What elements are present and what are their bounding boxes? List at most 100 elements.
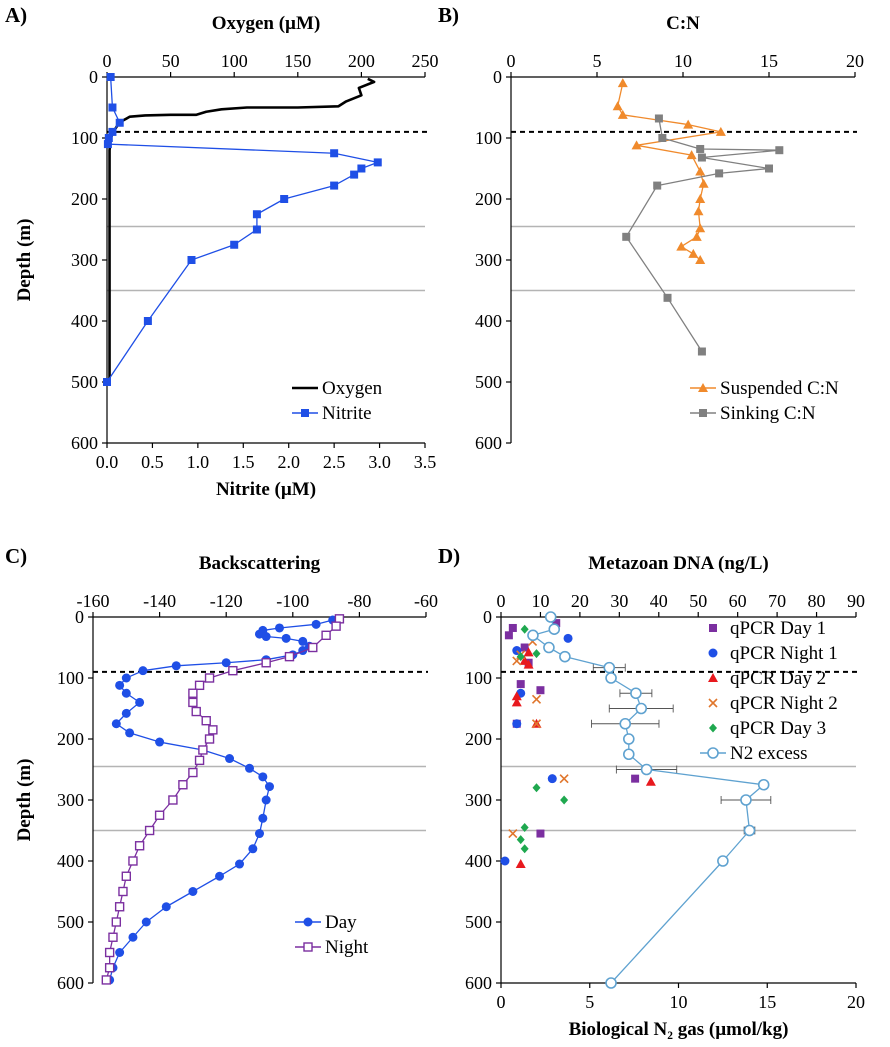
panel-d-data-point <box>536 829 545 838</box>
panel-c-data-point <box>228 665 238 676</box>
panel-a-y-tick-label: 600 <box>71 433 98 453</box>
panel-c-data-point <box>215 871 225 881</box>
panel-d-y-tick-label: 0 <box>483 607 492 627</box>
panel-b-data-point <box>686 150 697 160</box>
panel-c-data-point <box>108 932 118 942</box>
panel-b-data-point <box>622 232 631 241</box>
panel-d-bottom-tick-label: 20 <box>847 992 865 1012</box>
panel-b-data-point <box>658 134 667 142</box>
panel-c-data-point <box>281 633 291 643</box>
panel-c-y-tick-label: 600 <box>57 973 84 993</box>
panel-d-data-point <box>640 763 653 776</box>
panel-c-data-point <box>191 706 201 717</box>
panel-a-top-tick-label: 100 <box>221 51 248 71</box>
panel-c-data-point <box>261 658 271 668</box>
panel-a-bottom-axis-title: Nitrite (µM) <box>216 479 316 500</box>
panel-c-data-point <box>321 630 331 640</box>
panel-b-data-point <box>695 166 706 176</box>
panel-b-data-point <box>775 146 784 155</box>
panel-d-bottom-tick-label: 15 <box>758 992 776 1012</box>
panel-d-top-tick-label: 0 <box>497 591 506 611</box>
panel-c-data-point <box>235 859 245 869</box>
panel-d-data-point <box>544 611 557 623</box>
panel-a-data-point <box>103 140 112 149</box>
panel-d-data-point <box>516 652 525 662</box>
panel-c-data-point <box>188 887 198 896</box>
panel-a-bottom-tick-label: 1.0 <box>187 452 210 472</box>
panel-d-data-point <box>508 623 517 632</box>
panel-d-top-tick-label: 10 <box>531 591 549 611</box>
panel-b-data-point <box>696 144 705 153</box>
panel-d-y-tick-label: 300 <box>465 790 492 810</box>
panel-b-top-tick-label: 0 <box>507 51 516 71</box>
panel-c-legend-label: Day <box>325 912 357 933</box>
panel-d-series-4 <box>516 624 569 854</box>
panel-a-legend: Oxygen Nitrite <box>292 378 383 424</box>
panel-d-data-point <box>531 694 542 704</box>
panel-d-data-point <box>516 680 525 689</box>
panel-d-y-tick-label: 500 <box>465 912 492 932</box>
panel-a-top-tick-label: 200 <box>348 51 375 71</box>
panel-d-data-point <box>622 733 635 745</box>
panel-c-data-point <box>284 651 295 662</box>
panel-d-data-point <box>740 794 752 806</box>
panel-d-legend-marker <box>707 747 719 759</box>
panel-c-data-point <box>114 902 125 912</box>
panel-c-data-point <box>138 666 148 676</box>
panel-c-data-point <box>118 886 128 897</box>
panel-a-bottom-tick-label: 3.0 <box>368 452 391 472</box>
panel-b-top-tick-label: 20 <box>846 51 864 71</box>
panel-b-y-tick-label: 0 <box>493 67 502 87</box>
panel-d-data-point <box>559 774 569 784</box>
panel-b-legend: Suspended C:N Sinking C:N <box>690 378 839 424</box>
panel-c-data-point <box>155 737 165 747</box>
panel-d-legend-marker <box>709 624 717 632</box>
panel-c-y-tick-label: 100 <box>57 668 84 688</box>
panel-c-label: C) <box>5 544 27 568</box>
panel-a-data-point <box>103 378 111 386</box>
panel-d-y-tick-label: 400 <box>465 851 492 871</box>
panel-a-y-tick-label: 0 <box>89 67 98 87</box>
panel-a-data-point <box>350 170 359 179</box>
panel-d-top-tick-label: 40 <box>650 591 668 611</box>
panel-d-data-point <box>631 774 640 783</box>
panel-d-data-point <box>527 629 539 642</box>
panel-a-y-tick-label: 300 <box>71 250 98 270</box>
panel-a-top-tick-label: 250 <box>412 51 439 71</box>
panel-d-top-tick-label: 60 <box>729 591 747 611</box>
panel-a-legend-label: Nitrite <box>322 403 372 424</box>
panel-c-top-tick-label: -100 <box>276 591 309 611</box>
panel-d-legend-label: qPCR Night 1 <box>730 643 838 664</box>
panel-b-y-tick-label: 400 <box>475 311 502 331</box>
panel-d-bottom-tick-label: 0 <box>497 992 506 1012</box>
panel-d-data-point <box>520 822 529 832</box>
panel-b-data-point <box>654 114 663 123</box>
panel-a-series-0 <box>108 77 376 382</box>
panel-c-data-point <box>221 658 231 668</box>
panel-c-legend-marker <box>303 917 313 927</box>
panel-c-data-point <box>121 708 131 718</box>
panel-a-bottom-tick-label: 3.5 <box>414 452 437 472</box>
panel-a-data-point <box>330 149 339 158</box>
panel-d-series-3 <box>508 636 569 839</box>
panel-c-data-point <box>134 841 145 851</box>
panel-c-data-point <box>135 697 145 707</box>
panel-a-top-tick-label: 0 <box>103 51 112 71</box>
panel-c-data-point <box>194 755 205 766</box>
panel-c-data-point <box>331 621 341 631</box>
panel-d-data-point <box>504 631 513 640</box>
panel-b-legend-marker <box>699 409 707 417</box>
panel-c-data-point <box>188 767 198 778</box>
panel-d-data-point <box>548 623 561 636</box>
panel-d-top-tick-label: 80 <box>808 591 826 611</box>
panel-d-data-point <box>743 824 756 837</box>
panel-d-data-point <box>563 633 573 643</box>
panel-c-data-point <box>115 948 125 957</box>
panel-d-y-tick-label: 100 <box>465 668 492 688</box>
panel-c-data-point <box>171 661 181 671</box>
panel-c-top-tick-label: -120 <box>210 591 243 611</box>
panel-d-data-point <box>531 719 542 729</box>
panel-c-data-point <box>261 632 271 642</box>
panel-d-data-point <box>630 687 642 700</box>
panel-c-data-point <box>121 673 131 683</box>
